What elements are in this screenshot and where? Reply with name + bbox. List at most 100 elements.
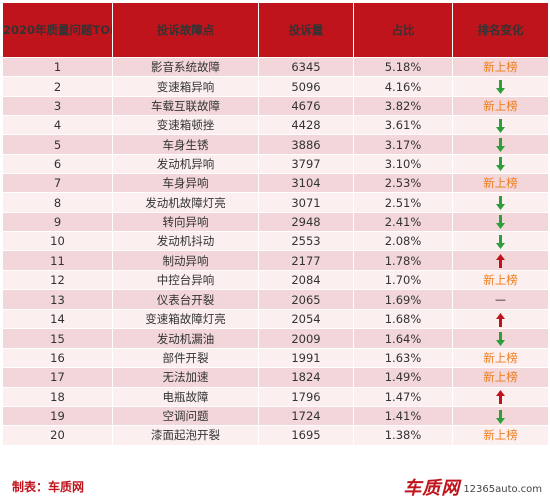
- rank-cell: 17: [2, 367, 113, 388]
- arrow-down-icon: [496, 118, 505, 133]
- count-cell: 1695: [258, 425, 354, 446]
- rank-cell: 8: [2, 192, 113, 213]
- issue-cell: 漆面起泡开裂: [112, 425, 259, 446]
- table-row: 6 发动机异响 3797 3.10%: [2, 153, 549, 175]
- share-cell: 1.47%: [353, 386, 453, 407]
- rank-cell: 1: [2, 56, 113, 78]
- count-cell: 1796: [258, 386, 354, 407]
- share-cell: 4.16%: [353, 76, 453, 97]
- rank-change-cell: [452, 328, 549, 349]
- table-body: 1 影音系统故障 6345 5.18% 新上榜 2 变速箱异响 5096 4.16% 3 车载互联故…: [2, 56, 549, 446]
- header-rank: 2020年质量问题TOP20: [2, 2, 113, 58]
- arrow-down-icon: [496, 332, 505, 347]
- unchanged-dash-icon: —: [495, 293, 506, 307]
- rank-change-cell: 新上榜: [452, 367, 549, 388]
- new-entry-label: 新上榜: [483, 272, 518, 287]
- rank-cell: 2: [2, 76, 113, 97]
- new-entry-label: 新上榜: [483, 370, 518, 385]
- share-cell: 1.41%: [353, 405, 453, 427]
- issue-cell: 电瓶故障: [112, 386, 259, 407]
- issue-cell: 车身异响: [112, 173, 259, 194]
- issue-cell: 变速箱异响: [112, 76, 259, 97]
- rank-change-cell: [452, 231, 549, 252]
- issue-cell: 发动机故障灯亮: [112, 192, 259, 213]
- new-entry-label: 新上榜: [483, 176, 518, 191]
- share-cell: 1.64%: [353, 328, 453, 349]
- table-row: 3 车载互联故障 4676 3.82% 新上榜: [2, 95, 549, 117]
- count-cell: 3104: [258, 173, 354, 194]
- rank-change-cell: [452, 76, 549, 97]
- rank-change-cell: [452, 115, 549, 136]
- rank-change-cell: [452, 134, 549, 155]
- rank-change-cell: [452, 250, 549, 271]
- arrow-down-icon: [496, 196, 505, 211]
- share-cell: 2.08%: [353, 231, 453, 252]
- count-cell: 2054: [258, 309, 354, 330]
- issue-cell: 发动机漏油: [112, 328, 259, 349]
- count-cell: 3886: [258, 134, 354, 155]
- new-entry-label: 新上榜: [483, 350, 518, 365]
- share-cell: 2.53%: [353, 173, 453, 194]
- count-cell: 2084: [258, 269, 354, 291]
- header-issue: 投诉故障点: [112, 2, 259, 58]
- count-cell: 1991: [258, 347, 354, 369]
- arrow-down-icon: [496, 138, 505, 153]
- rank-cell: 19: [2, 405, 113, 427]
- footer: 制表：车质网 车质网 12365auto.com: [0, 474, 550, 499]
- count-cell: 2065: [258, 289, 354, 311]
- table-row: 15 发动机漏油 2009 1.64%: [2, 328, 549, 349]
- rank-change-cell: [452, 309, 549, 330]
- issue-cell: 车身生锈: [112, 134, 259, 155]
- share-cell: 3.17%: [353, 134, 453, 155]
- share-cell: 1.78%: [353, 250, 453, 271]
- arrow-down-icon: [496, 157, 505, 172]
- table-row: 19 空调问题 1724 1.41%: [2, 405, 549, 427]
- rank-change-cell: 新上榜: [452, 95, 549, 117]
- count-cell: 5096: [258, 76, 354, 97]
- table-row: 7 车身异响 3104 2.53% 新上榜: [2, 173, 549, 194]
- arrow-down-icon: [496, 215, 505, 230]
- issue-cell: 变速箱故障灯亮: [112, 309, 259, 330]
- rank-cell: 12: [2, 269, 113, 291]
- table-header-row: 2020年质量问题TOP20 投诉故障点 投诉量 占比 排名变化: [2, 2, 549, 58]
- issue-cell: 制动异响: [112, 250, 259, 271]
- issue-cell: 中控台异响: [112, 269, 259, 291]
- rank-cell: 16: [2, 347, 113, 369]
- rank-change-cell: 新上榜: [452, 56, 549, 78]
- header-share: 占比: [353, 2, 453, 58]
- rank-change-cell: [452, 405, 549, 427]
- table-row: 17 无法加速 1824 1.49% 新上榜: [2, 367, 549, 388]
- rank-cell: 7: [2, 173, 113, 194]
- rank-cell: 14: [2, 309, 113, 330]
- count-cell: 1724: [258, 405, 354, 427]
- rank-change-cell: [452, 386, 549, 407]
- table-row: 11 制动异响 2177 1.78%: [2, 250, 549, 271]
- share-cell: 1.49%: [353, 367, 453, 388]
- brand-logo: 车质网 12365auto.com: [403, 474, 542, 499]
- new-entry-label: 新上榜: [483, 428, 518, 443]
- table-row: 5 车身生锈 3886 3.17%: [2, 134, 549, 155]
- issue-cell: 部件开裂: [112, 347, 259, 369]
- issue-cell: 影音系统故障: [112, 56, 259, 78]
- count-cell: 6345: [258, 56, 354, 78]
- issue-cell: 仪表台开裂: [112, 289, 259, 311]
- rank-change-cell: [452, 192, 549, 213]
- source-credit: 制表：车质网: [12, 480, 85, 494]
- share-cell: 1.70%: [353, 269, 453, 291]
- count-cell: 2177: [258, 250, 354, 271]
- table-row: 9 转向异响 2948 2.41%: [2, 211, 549, 233]
- table-row: 14 变速箱故障灯亮 2054 1.68%: [2, 309, 549, 330]
- rank-change-cell: [452, 153, 549, 175]
- header-rank-change: 排名变化: [452, 2, 549, 58]
- table-row: 4 变速箱顿挫 4428 3.61%: [2, 115, 549, 136]
- count-cell: 4676: [258, 95, 354, 117]
- share-cell: 2.41%: [353, 211, 453, 233]
- table-row: 13 仪表台开裂 2065 1.69% —: [2, 289, 549, 311]
- rank-change-cell: 新上榜: [452, 269, 549, 291]
- table-row: 10 发动机抖动 2553 2.08%: [2, 231, 549, 252]
- issue-cell: 发动机异响: [112, 153, 259, 175]
- share-cell: 1.69%: [353, 289, 453, 311]
- arrow-down-icon: [496, 234, 505, 249]
- count-cell: 2948: [258, 211, 354, 233]
